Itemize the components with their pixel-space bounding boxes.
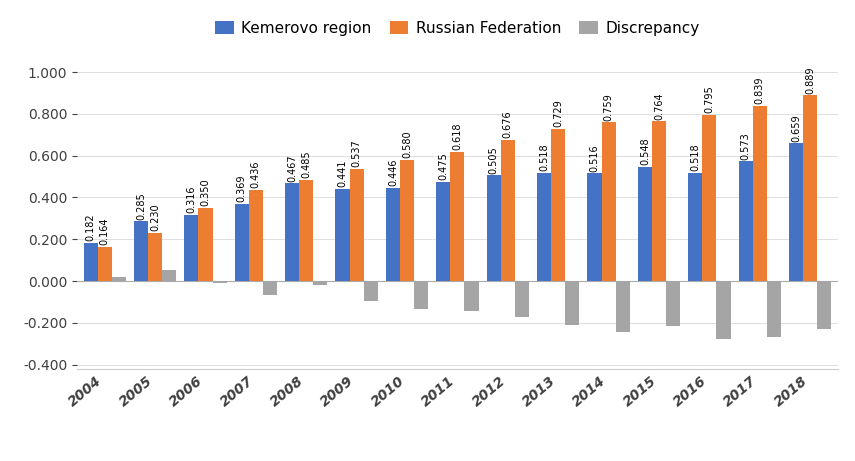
Text: 0.548: 0.548 bbox=[640, 137, 650, 165]
Bar bbox=[112, 277, 126, 281]
Text: 0.164: 0.164 bbox=[100, 218, 109, 245]
Text: 0.795: 0.795 bbox=[705, 85, 715, 113]
Bar bbox=[752, 106, 767, 281]
Text: 0.889: 0.889 bbox=[805, 66, 815, 94]
Text: 0.182: 0.182 bbox=[86, 214, 96, 241]
Text: 0.467: 0.467 bbox=[287, 154, 298, 182]
Bar bbox=[363, 281, 378, 301]
Text: 0.230: 0.230 bbox=[150, 204, 160, 231]
Text: 0.537: 0.537 bbox=[351, 139, 362, 167]
Text: 0.659: 0.659 bbox=[791, 114, 801, 142]
Text: 0.759: 0.759 bbox=[604, 93, 614, 121]
Bar bbox=[789, 143, 803, 281]
Bar bbox=[451, 152, 464, 281]
Bar bbox=[652, 121, 666, 281]
Bar bbox=[501, 140, 515, 281]
Text: 0.580: 0.580 bbox=[402, 130, 412, 158]
Bar bbox=[262, 281, 277, 295]
Bar bbox=[602, 123, 616, 281]
Bar bbox=[616, 281, 630, 332]
Bar bbox=[436, 182, 451, 281]
Text: 0.676: 0.676 bbox=[503, 111, 513, 138]
Text: 0.475: 0.475 bbox=[439, 152, 448, 180]
Bar bbox=[666, 281, 681, 326]
Bar bbox=[716, 281, 730, 339]
Text: 0.516: 0.516 bbox=[589, 144, 599, 171]
Bar bbox=[565, 281, 580, 325]
Bar bbox=[739, 161, 752, 281]
Bar bbox=[486, 176, 501, 281]
Bar bbox=[350, 169, 363, 281]
Text: 0.350: 0.350 bbox=[200, 178, 210, 206]
Text: 0.446: 0.446 bbox=[388, 159, 398, 186]
Text: 0.369: 0.369 bbox=[237, 175, 247, 202]
Bar bbox=[400, 160, 414, 281]
Text: 0.618: 0.618 bbox=[452, 123, 463, 150]
Legend: Kemerovo region, Russian Federation, Discrepancy: Kemerovo region, Russian Federation, Dis… bbox=[210, 16, 705, 40]
Text: 0.505: 0.505 bbox=[489, 146, 498, 174]
Bar bbox=[414, 281, 428, 309]
Bar bbox=[803, 95, 817, 281]
Bar bbox=[551, 129, 565, 281]
Bar bbox=[386, 188, 400, 281]
Bar bbox=[299, 180, 313, 281]
Bar bbox=[688, 173, 702, 281]
Bar bbox=[335, 189, 350, 281]
Bar bbox=[198, 208, 213, 281]
Text: 0.485: 0.485 bbox=[301, 150, 311, 178]
Bar bbox=[817, 281, 831, 329]
Text: 0.316: 0.316 bbox=[186, 186, 197, 213]
Bar bbox=[97, 247, 112, 281]
Text: 0.729: 0.729 bbox=[553, 99, 563, 127]
Text: 0.285: 0.285 bbox=[136, 192, 146, 220]
Bar bbox=[213, 281, 227, 283]
Bar bbox=[185, 215, 198, 281]
Text: 0.573: 0.573 bbox=[740, 132, 751, 160]
Bar bbox=[767, 281, 781, 337]
Text: 0.839: 0.839 bbox=[755, 77, 764, 104]
Bar bbox=[537, 173, 551, 281]
Text: 0.518: 0.518 bbox=[540, 143, 549, 171]
Bar bbox=[638, 166, 652, 281]
Text: 0.764: 0.764 bbox=[654, 92, 664, 120]
Bar bbox=[148, 233, 162, 281]
Text: 0.441: 0.441 bbox=[338, 160, 347, 187]
Bar bbox=[285, 183, 299, 281]
Bar bbox=[464, 281, 479, 311]
Text: 0.436: 0.436 bbox=[251, 161, 261, 188]
Bar bbox=[134, 221, 148, 281]
Bar bbox=[249, 190, 262, 281]
Bar bbox=[313, 281, 327, 285]
Bar bbox=[515, 281, 529, 317]
Bar bbox=[234, 204, 249, 281]
Bar bbox=[702, 115, 716, 281]
Text: 0.518: 0.518 bbox=[690, 143, 700, 171]
Bar bbox=[162, 270, 176, 281]
Bar bbox=[587, 173, 602, 281]
Bar bbox=[84, 243, 97, 281]
